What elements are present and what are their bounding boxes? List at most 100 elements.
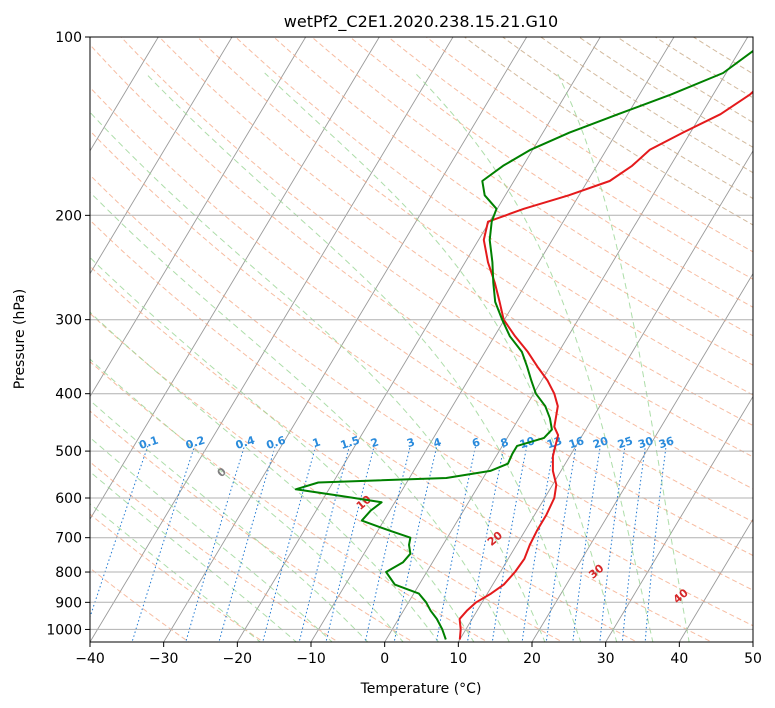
y-tick-label: 700 xyxy=(55,531,82,547)
mixing-ratio-line xyxy=(393,445,438,642)
dry-adiabat-line xyxy=(90,360,489,642)
moist-adiabat-line xyxy=(90,471,298,642)
mixing-ratio-line xyxy=(621,445,646,642)
mixing-ratio-label: 25 xyxy=(616,434,635,451)
x-tick-label: 30 xyxy=(597,651,615,667)
moist-adiabat-line xyxy=(556,72,690,642)
dry-adiabat-line xyxy=(90,86,753,557)
x-tick-label: 10 xyxy=(449,651,467,667)
plot-frame xyxy=(89,36,754,643)
x-tick-label: −10 xyxy=(296,651,326,667)
isotherm-line xyxy=(384,37,749,642)
y-axis-label: Pressure (hPa) xyxy=(12,289,28,389)
y-tick-label: 300 xyxy=(55,313,82,329)
mixing-ratio-label: 0.2 xyxy=(184,434,207,452)
mixing-ratio-line xyxy=(491,445,528,642)
y-tick-label: 1000 xyxy=(46,622,82,638)
y-tick-label: 900 xyxy=(55,595,82,611)
mixing-ratio-line xyxy=(90,445,149,619)
x-tick-label: −40 xyxy=(75,651,105,667)
mixing-ratio-line xyxy=(521,445,555,642)
dewpoint-trace xyxy=(294,49,753,640)
isotherm-line xyxy=(0,37,11,642)
mixing-ratio-label: 0.1 xyxy=(137,434,160,452)
dry-adiabat-line xyxy=(311,37,753,337)
chart-title: wetPf2_C2E1.2020.238.15.21.G10 xyxy=(284,12,558,32)
mixing-ratio-label: 6 xyxy=(470,435,482,450)
mixing-ratio-line xyxy=(298,445,350,642)
background-lines xyxy=(0,37,753,642)
mixing-ratio-label: 0.4 xyxy=(234,434,257,452)
dry-adiabat-line xyxy=(90,410,414,642)
dry-adiabat-line xyxy=(616,37,753,123)
mixing-ratio-label: 3 xyxy=(405,435,416,450)
dry-adiabat-line xyxy=(387,37,753,280)
dry-adiabat-line xyxy=(272,37,753,366)
isotherm-line xyxy=(752,641,753,642)
y-tick-label: 600 xyxy=(55,491,82,507)
moist-adiabat-line xyxy=(90,256,475,642)
moist-adiabat-label: 20 xyxy=(485,529,505,549)
y-tick-label: 500 xyxy=(55,444,82,460)
y-tick-label: 100 xyxy=(55,30,82,46)
dry-adiabat-line xyxy=(654,37,753,99)
dry-adiabat-line xyxy=(90,130,753,591)
dry-adiabat-line xyxy=(463,37,753,226)
series-traces xyxy=(294,49,753,640)
mixing-ratio-line xyxy=(644,445,667,642)
mixing-ratio-label: 20 xyxy=(591,434,610,451)
dry-adiabat-line xyxy=(425,37,753,253)
isotherm-line xyxy=(90,37,159,152)
mixing-ratio-label: 13 xyxy=(545,434,564,451)
dry-adiabat-line xyxy=(90,567,190,642)
moist-adiabat-line xyxy=(90,503,262,642)
mixing-ratio-label: 30 xyxy=(636,434,655,451)
dry-adiabat-line xyxy=(90,461,340,642)
moist-adiabat-label: 40 xyxy=(671,586,691,606)
mixing-ratio-line xyxy=(262,445,317,642)
mixing-ratio-line xyxy=(185,445,245,642)
moist-adiabat-line xyxy=(90,436,333,642)
mixing-ratio-line xyxy=(218,445,276,642)
isotherm-line xyxy=(457,149,753,642)
dry-adiabat-line xyxy=(349,37,753,308)
y-tick-label: 400 xyxy=(55,387,82,403)
temperature-trace xyxy=(458,90,753,640)
mixing-ratio-label: 0.6 xyxy=(265,434,288,452)
y-axis: 100 200 300 400 500 600 700 800 900 1000 xyxy=(46,30,90,638)
pressure-gridlines xyxy=(90,37,753,630)
isotherm-line xyxy=(236,37,601,642)
moist-adiabat-line xyxy=(264,72,618,642)
mixing-ratio-line xyxy=(599,445,626,642)
isotherm-line xyxy=(90,37,380,521)
dry-adiabat-line xyxy=(120,37,753,490)
moist-adiabat-line xyxy=(90,399,369,642)
x-tick-label: 0 xyxy=(380,651,389,667)
x-tick-label: 40 xyxy=(670,651,688,667)
dry-adiabat-line xyxy=(692,37,753,75)
isotherm-line xyxy=(605,395,753,642)
dry-adiabat-line xyxy=(540,37,753,174)
x-tick-label: −30 xyxy=(149,651,179,667)
line-labels: -100-90-80-70-60-50-40-30-20-100.10.20.4… xyxy=(137,434,691,607)
dry-adiabat-line xyxy=(196,37,753,427)
dry-adiabat-line xyxy=(90,219,713,642)
x-tick-label: 20 xyxy=(523,651,541,667)
isotherm-line xyxy=(678,518,753,642)
dry-adiabat-line xyxy=(90,513,265,642)
dry-adiabat-line xyxy=(90,44,753,523)
dry-adiabat-line xyxy=(158,37,753,458)
dry-adiabat-line xyxy=(90,265,639,642)
mixing-ratio-label: 1 xyxy=(311,435,322,450)
mixing-ratio-label: 16 xyxy=(567,434,586,451)
mixing-ratio-line xyxy=(466,445,505,642)
dry-adiabat-line xyxy=(578,37,753,148)
isotherm-line xyxy=(90,37,233,275)
moist-adiabat-line xyxy=(90,191,510,642)
mixing-ratio-line xyxy=(325,445,375,642)
y-tick-label: 200 xyxy=(55,208,82,224)
isotherm-line xyxy=(163,37,528,642)
mixing-ratio-line xyxy=(435,445,477,642)
mixing-ratio-label: 2 xyxy=(369,435,380,450)
isotherm-line xyxy=(90,37,307,398)
